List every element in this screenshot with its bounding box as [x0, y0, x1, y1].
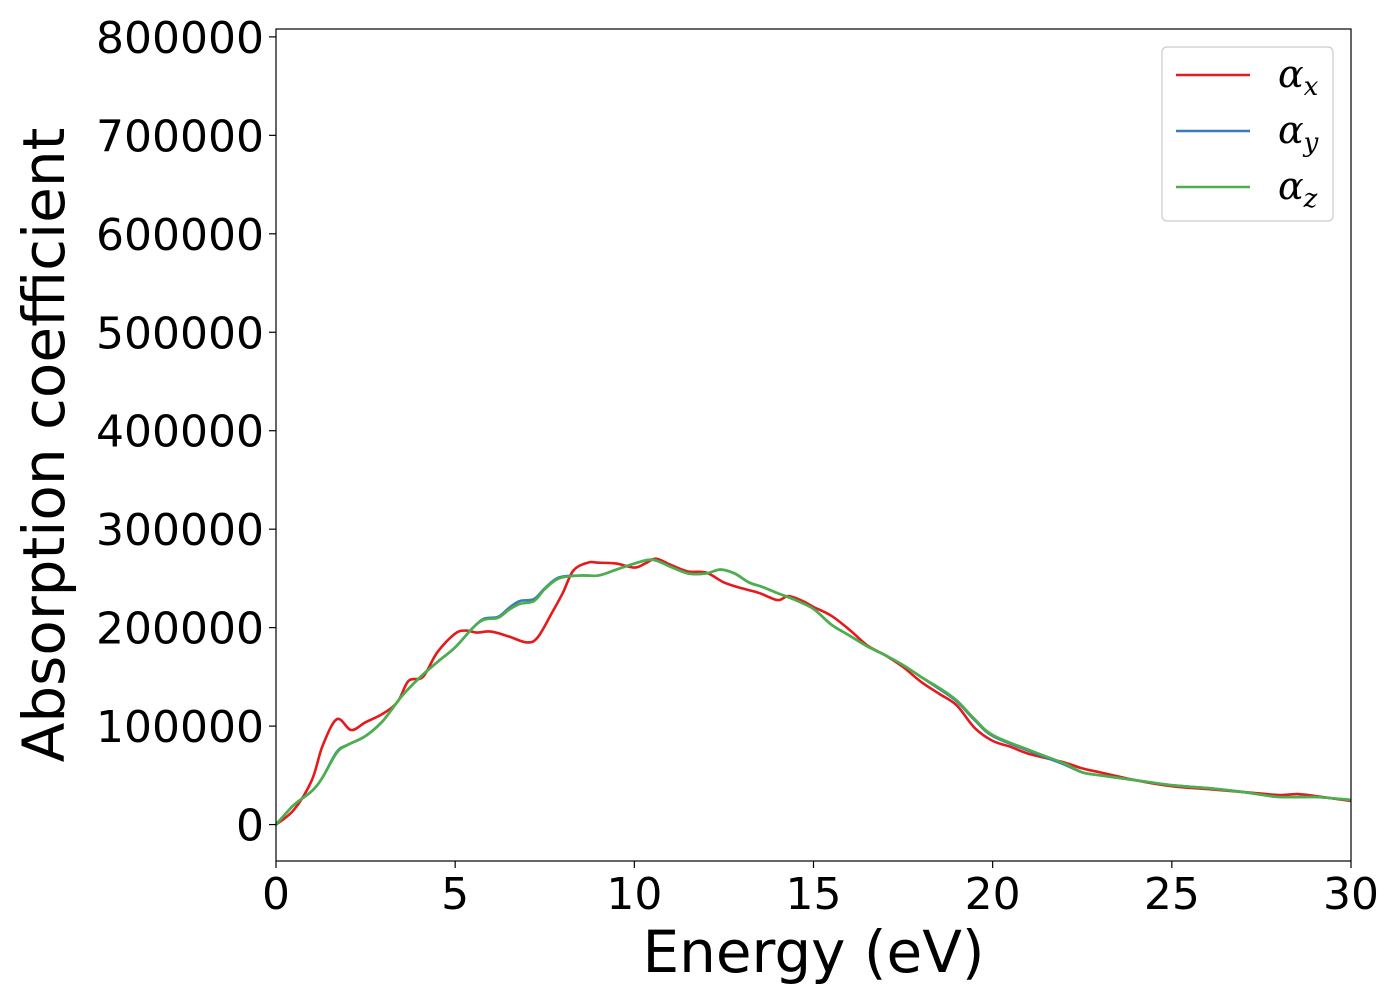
series-line-z [276, 558, 1351, 826]
y-tick-label: 700000 [96, 111, 264, 162]
legend-label-x: αx [1278, 52, 1319, 102]
axis-ticks: 0 5 10 15 20 25 30 0 100000 200000 300000 400000 500… [96, 13, 1379, 920]
y-tick-label: 600000 [96, 210, 264, 261]
y-tick-label: 200000 [96, 604, 264, 655]
x-tick-label: 15 [786, 869, 842, 920]
y-tick-label: 500000 [96, 308, 264, 359]
x-tick-label: 20 [965, 869, 1021, 920]
y-tick-label: 100000 [96, 702, 264, 753]
x-tick-label: 0 [262, 869, 290, 920]
series-lines [276, 557, 1351, 826]
y-tick-label: 400000 [96, 407, 264, 458]
y-tick-label: 0 [236, 801, 264, 852]
x-axis-label: Energy (eV) [642, 918, 984, 986]
y-tick-label: 300000 [96, 505, 264, 556]
y-axis-label: Absorption coefficient [10, 128, 78, 763]
x-tick-label: 25 [1144, 869, 1200, 920]
legend-label-z: αz [1278, 164, 1318, 214]
x-tick-label: 10 [606, 869, 662, 920]
legend-label-y: αy [1278, 108, 1319, 158]
x-tick-label: 5 [441, 869, 469, 920]
y-tick-label: 800000 [96, 13, 264, 64]
series-line-y [276, 558, 1351, 826]
legend-box [1161, 46, 1334, 222]
legend: αx αy αz [1161, 46, 1334, 222]
x-tick-label: 30 [1323, 869, 1379, 920]
series-line-x [276, 557, 1351, 826]
